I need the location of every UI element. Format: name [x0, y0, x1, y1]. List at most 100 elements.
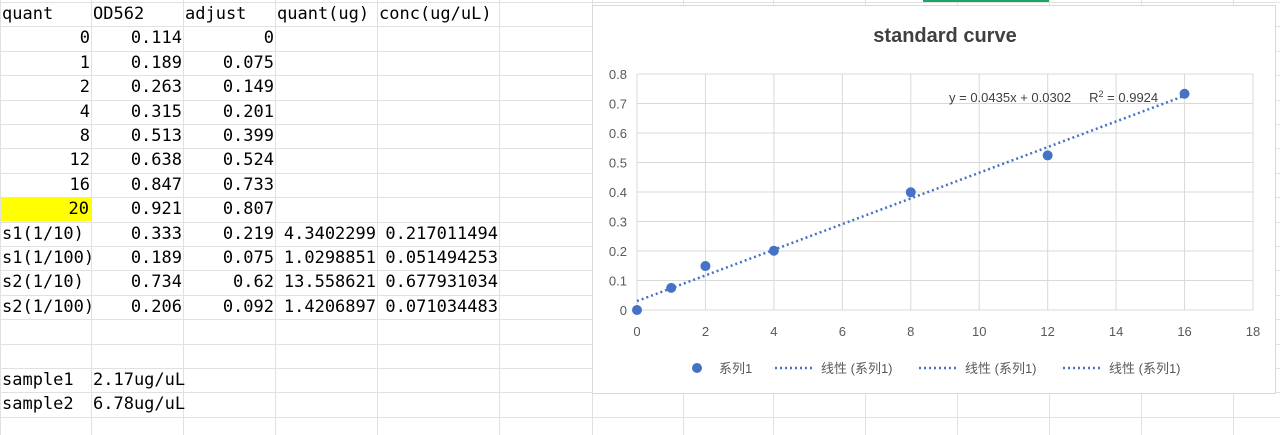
cell[interactable] — [2, 319, 90, 343]
cell[interactable]: 0.315 — [130, 101, 182, 122]
cell[interactable]: 2.17ug/uL — [93, 370, 186, 390]
cell[interactable] — [185, 319, 274, 343]
cell[interactable]: 0.513 — [130, 126, 182, 146]
cell[interactable]: 0.399 — [222, 126, 274, 146]
cell[interactable]: 0.733 — [222, 174, 274, 195]
data-point[interactable] — [905, 187, 916, 198]
cell[interactable] — [379, 26, 498, 50]
cell[interactable]: 4 — [79, 101, 90, 122]
cell[interactable]: 0.149 — [222, 77, 274, 98]
cell[interactable] — [277, 26, 376, 50]
cell[interactable]: 0.263 — [130, 77, 182, 98]
data-point[interactable] — [700, 261, 711, 272]
cell[interactable] — [185, 392, 274, 416]
cell[interactable]: sample1 — [2, 370, 74, 390]
cell[interactable]: 0.189 — [130, 52, 182, 73]
cell[interactable] — [277, 75, 376, 99]
cell[interactable]: s2(1/100) — [2, 296, 95, 317]
x-tick-label: 16 — [1177, 324, 1191, 339]
cell[interactable]: 0.807 — [222, 199, 274, 220]
cell[interactable]: 0.847 — [130, 174, 182, 195]
cell[interactable]: 4.3402299 — [283, 223, 376, 244]
cell[interactable]: 1.4206897 — [283, 296, 376, 317]
cell[interactable] — [2, 344, 90, 368]
cell[interactable] — [379, 100, 498, 124]
data-point[interactable] — [1042, 150, 1053, 161]
cell[interactable] — [277, 148, 376, 172]
cell[interactable]: 1 — [79, 52, 90, 73]
cell[interactable]: sample2 — [2, 394, 74, 415]
column-header[interactable]: OD562 — [93, 4, 145, 24]
cell[interactable]: 0.051494253 — [385, 248, 498, 268]
cell[interactable]: 0.075 — [222, 52, 274, 73]
cell[interactable] — [277, 368, 376, 392]
cell[interactable] — [379, 173, 498, 197]
cell[interactable]: 0.62 — [233, 272, 274, 293]
cell[interactable]: 0.189 — [130, 248, 182, 268]
cell[interactable]: s2(1/10) — [2, 272, 84, 293]
cell[interactable]: s1(1/100) — [2, 248, 95, 268]
cell[interactable]: 0.201 — [222, 101, 274, 122]
cell[interactable] — [379, 368, 498, 392]
legend-label: 系列1 — [719, 361, 752, 376]
cell[interactable]: 13.558621 — [283, 272, 376, 293]
cell[interactable] — [379, 344, 498, 368]
cell[interactable] — [379, 392, 498, 416]
cell[interactable]: 0.075 — [222, 248, 274, 268]
r2-superscript: 2 — [1099, 89, 1104, 99]
chart-panel[interactable]: standard curve 0 2 4 6 8 10 12 14 16 18 0 0.1 0.2 0.3 0… — [592, 5, 1276, 394]
cell[interactable]: 0.524 — [222, 150, 274, 171]
cell[interactable]: 2 — [79, 77, 90, 98]
column-header[interactable]: conc(ug/uL) — [379, 4, 492, 24]
cell[interactable] — [277, 173, 376, 197]
cell[interactable]: 0.734 — [130, 272, 182, 293]
column-header[interactable]: quant(ug) — [277, 4, 370, 24]
data-point[interactable] — [632, 305, 642, 315]
cell[interactable]: 0.114 — [130, 28, 182, 49]
cell[interactable] — [379, 197, 498, 221]
cell[interactable]: 12 — [69, 150, 90, 171]
cell[interactable] — [93, 319, 182, 343]
cell[interactable] — [277, 100, 376, 124]
y-tick-label: 0.1 — [609, 274, 627, 289]
cell[interactable]: 0.092 — [222, 296, 274, 317]
cell[interactable]: 1.0298851 — [283, 248, 376, 268]
cell[interactable] — [277, 197, 376, 221]
data-point[interactable] — [768, 245, 779, 256]
cell[interactable]: 16 — [69, 174, 90, 195]
x-tick-label: 8 — [907, 324, 914, 339]
cell[interactable]: 8 — [79, 126, 90, 146]
cell[interactable] — [185, 368, 274, 392]
legend-label: 线性 (系列1) — [1109, 361, 1181, 376]
trendline-equation: y = 0.0435x + 0.0302 R2 = 0.9924 — [949, 89, 1158, 105]
cell[interactable]: 0.921 — [130, 199, 182, 220]
cell[interactable] — [277, 344, 376, 368]
data-point[interactable] — [1179, 88, 1190, 99]
cell[interactable] — [277, 51, 376, 75]
cell[interactable]: 0.071034483 — [385, 296, 498, 317]
cell[interactable]: 0.206 — [130, 296, 182, 317]
cell[interactable] — [277, 319, 376, 343]
cell[interactable] — [379, 148, 498, 172]
cell[interactable]: 0.217011494 — [385, 223, 498, 244]
cell[interactable] — [277, 392, 376, 416]
cell[interactable] — [93, 344, 182, 368]
data-point[interactable] — [666, 282, 677, 293]
cell[interactable] — [379, 75, 498, 99]
column-header[interactable]: adjust — [185, 4, 247, 24]
cell[interactable] — [277, 124, 376, 148]
cell[interactable] — [379, 124, 498, 148]
cell[interactable]: 0.638 — [130, 150, 182, 171]
cell[interactable]: 0.219 — [222, 223, 274, 244]
cell[interactable]: s1(1/10) — [2, 223, 84, 244]
column-header[interactable]: quant — [2, 4, 54, 24]
cell[interactable]: 0 — [263, 28, 274, 49]
cell[interactable] — [379, 319, 498, 343]
cell[interactable] — [185, 344, 274, 368]
cell[interactable] — [379, 51, 498, 75]
cell[interactable]: 0.677931034 — [385, 272, 498, 293]
cell[interactable]: 6.78ug/uL — [93, 394, 186, 415]
cell[interactable]: 0.333 — [130, 223, 182, 244]
cell[interactable]: 20 — [1, 197, 91, 222]
cell[interactable]: 0 — [79, 28, 90, 49]
